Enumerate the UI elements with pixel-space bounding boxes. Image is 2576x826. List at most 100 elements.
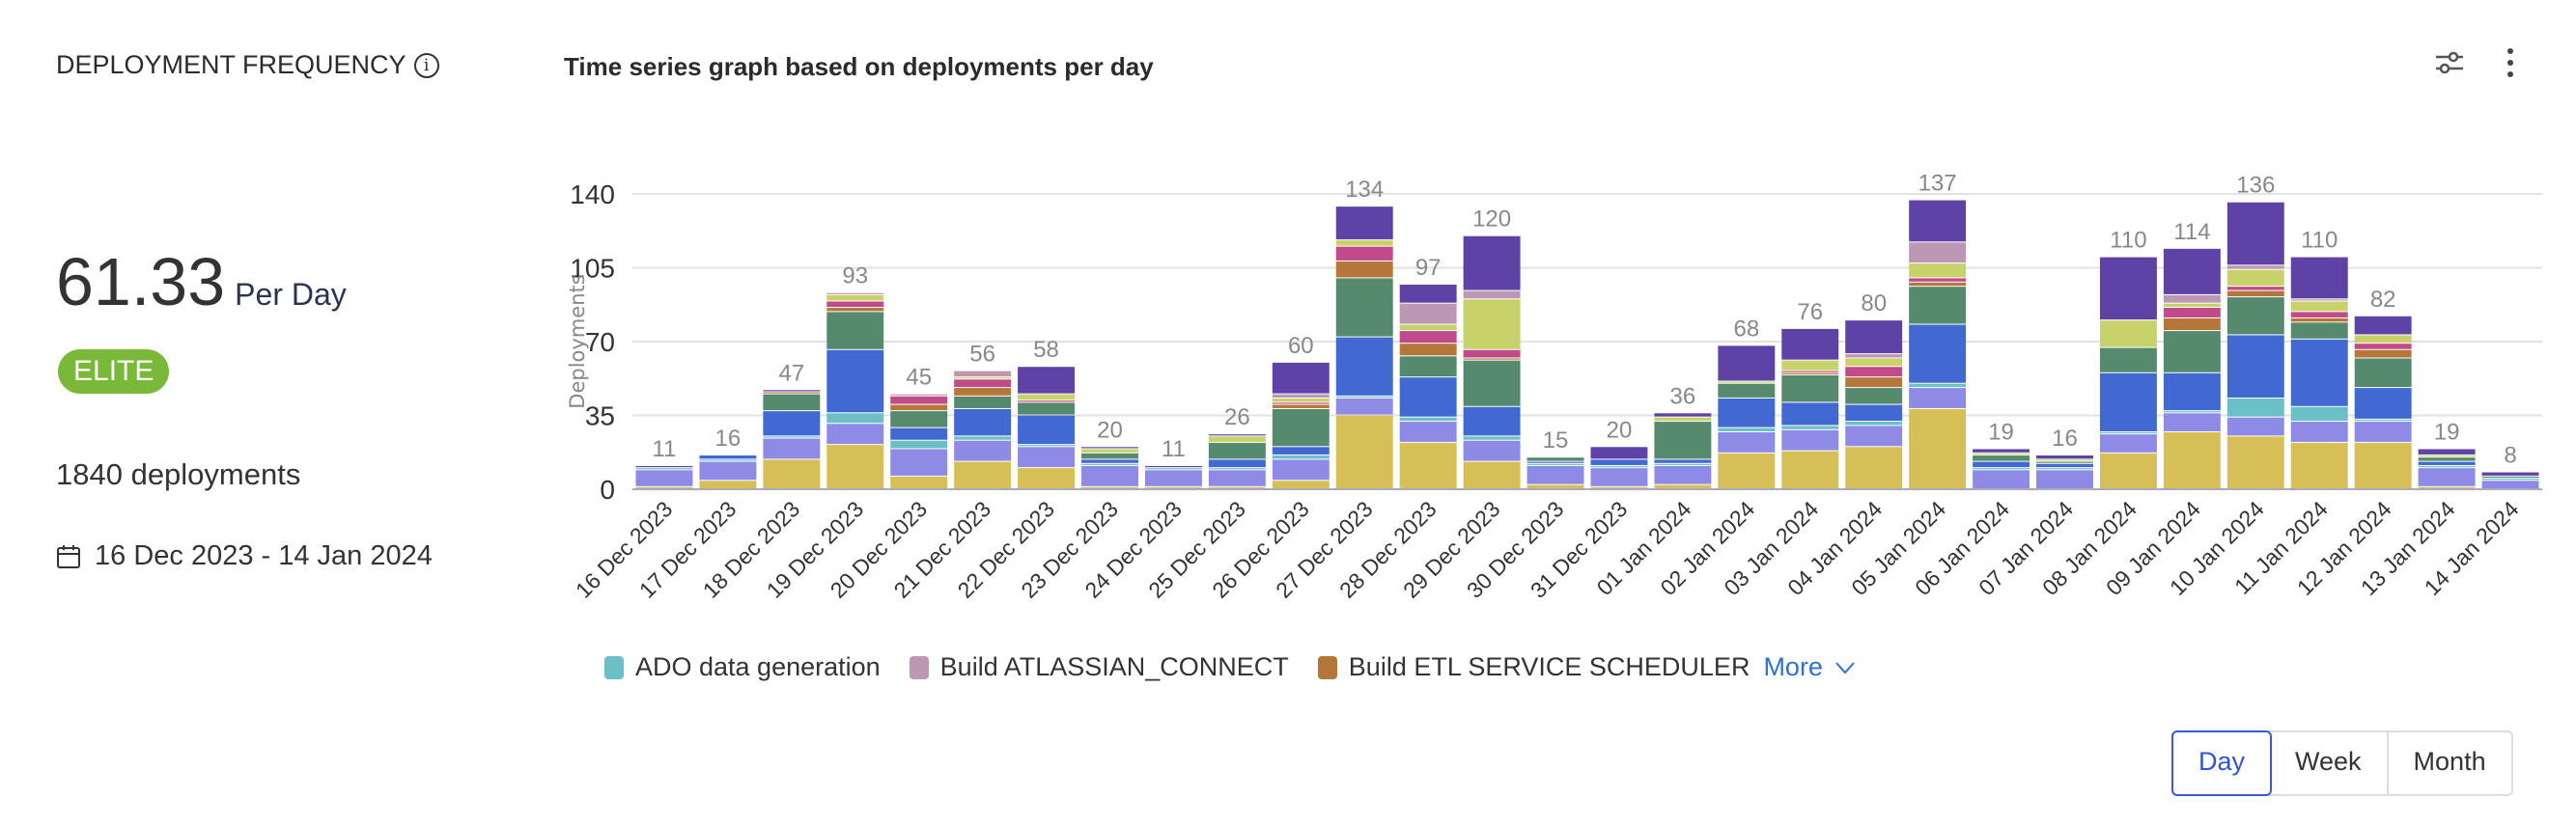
bar-segment [826,292,884,294]
bar-total-label: 16 [2052,426,2078,452]
bar-segment [2036,461,2093,463]
info-icon[interactable]: i [413,52,439,78]
bar-segment [763,411,821,436]
legend-label: ADO data generation [635,652,881,681]
bar-segment [699,481,757,488]
metric-title-text: DEPLOYMENT FREQUENCY [56,50,406,79]
period-month-button[interactable]: Month [2386,732,2511,794]
bar-segment [826,349,884,413]
bar-segment [2418,455,2476,457]
bar-segment [1399,442,1457,488]
legend-item-atlassian[interactable]: Build ATLASSIAN_CONNECT [909,652,1289,682]
bar-segment [826,413,884,424]
bar-segment [1208,486,1266,488]
bar-segment [1654,465,1712,484]
bar-segment [1335,396,1393,399]
bar-segment [1845,354,1903,358]
bar-segment [1590,486,1648,488]
bar-segment [2099,434,2157,453]
bar-segment [1909,383,1967,388]
more-label: More [1763,652,1823,681]
bar-segment [1018,367,1076,394]
bar-segment [1272,404,1330,408]
bar-segment [1654,413,1712,417]
sliders-icon[interactable] [2433,46,2466,79]
period-day-button[interactable]: Day [2171,730,2273,796]
bar-segment [2481,481,2539,488]
bar-segment [890,427,948,440]
bar-segment [635,486,693,488]
bar-segment [1526,465,1584,484]
legend: ADO data generation Build ATLASSIAN_CONN… [604,652,1856,682]
y-tick-label: 105 [570,254,615,284]
bar-segment [1399,344,1457,356]
bar-total-label: 20 [1097,417,1123,443]
bar-segment [2226,436,2284,488]
bar-segment [1845,447,1903,488]
bar-segment [890,394,948,396]
bar-segment [1654,463,1712,465]
bar-segment [1463,290,1521,299]
legend-more-button[interactable]: More [1763,652,1856,682]
bar-segment [1781,402,1839,426]
bar-segment [954,408,1012,436]
bar-segment [2418,486,2476,488]
bar-segment [2354,358,2412,388]
bar-segment [1781,360,1839,371]
bar-segment [826,308,884,312]
bar-total-label: 68 [1733,316,1759,342]
bar-total-label: 47 [778,360,804,386]
bar-segment [1463,461,1521,488]
bar-segment [890,440,948,449]
bar-segment [2163,411,2221,413]
bar-segment [2354,422,2412,442]
bar-segment [954,371,1012,377]
period-week-button[interactable]: Week [2295,747,2362,776]
bar-segment [2354,335,2412,344]
bar-segment [1654,459,1712,463]
bar-total-label: 137 [1918,171,1957,197]
bar-segment [954,377,1012,379]
bar-segment [1272,399,1330,402]
bar-total-label: 58 [1033,337,1059,363]
more-vertical-icon[interactable] [2505,46,2516,79]
bar-segment [2226,265,2284,269]
bar-segment [1654,417,1712,422]
bar-segment [1081,453,1138,459]
bar-segment [1718,427,1776,431]
bar-segment [1208,468,1266,470]
bar-segment [1463,299,1521,349]
bar-total-label: 93 [842,263,868,289]
bar-segment [890,411,948,427]
bar-segment [1718,399,1776,427]
bar-segment [763,459,821,488]
bar-segment [1208,442,1266,459]
bar-segment [1718,453,1776,488]
bar-total-label: 16 [715,426,742,452]
bar-segment [1463,349,1521,358]
calendar-icon [57,544,80,568]
bar-segment [2481,472,2539,476]
bar-segment [1526,457,1584,461]
bar-segment [1144,486,1202,488]
bar-segment [1845,377,1903,388]
date-range: 16 Dec 2023 - 14 Jan 2024 [56,540,433,572]
bar-segment [2354,388,2412,419]
bar-segment [1845,388,1903,404]
bar-segment [1081,465,1138,486]
bar-segment [2226,335,2284,399]
metric-number: 61.33 [56,244,226,319]
bar-segment [1590,459,1648,465]
bar-segment [1526,463,1584,465]
bar-segment [1018,445,1076,447]
bar-segment [1781,328,1839,360]
bar-segment [1909,263,1967,278]
bar-segment [1463,235,1521,290]
bar-segment [2290,339,2348,406]
bar-total-label: 110 [2110,228,2146,254]
bar-total-label: 97 [1415,255,1442,281]
legend-item-ado[interactable]: ADO data generation [604,652,881,682]
legend-item-etl[interactable]: Build ETL SERVICE SCHEDULER [1317,652,1750,682]
bar-segment [1845,320,1903,354]
bar-segment [890,449,948,476]
